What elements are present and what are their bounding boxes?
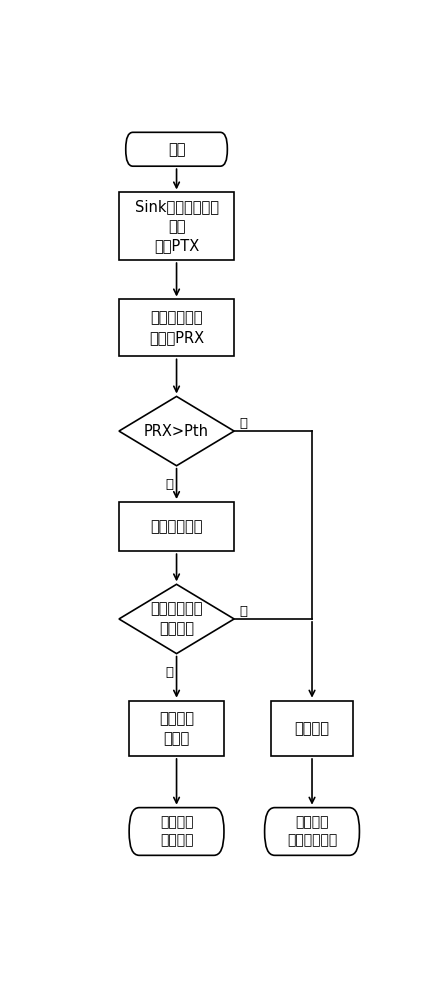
Text: 否: 否 (165, 666, 173, 679)
Bar (129, 701, 224, 756)
Text: 节点接受广播
功率为PRX: 节点接受广播 功率为PRX (149, 310, 204, 345)
Bar (271, 701, 353, 756)
Text: 开始: 开始 (168, 142, 185, 157)
FancyBboxPatch shape (126, 132, 227, 166)
Text: 阶段结束
（簇头）: 阶段结束 （簇头） (160, 815, 193, 848)
FancyBboxPatch shape (129, 808, 224, 855)
Bar (119, 502, 234, 551)
Text: 是: 是 (165, 478, 173, 491)
Text: 是: 是 (239, 605, 247, 618)
Polygon shape (119, 584, 234, 654)
Text: 阶段结束
（普通节点）: 阶段结束 （普通节点） (287, 815, 337, 848)
Polygon shape (119, 396, 234, 466)
Text: 参与竞争簇头: 参与竞争簇头 (150, 519, 203, 534)
Text: 广播自己
为簇头: 广播自己 为簇头 (159, 711, 194, 746)
Text: Sink节点发起路由
广播
功率PTX: Sink节点发起路由 广播 功率PTX (135, 199, 218, 254)
Text: 否: 否 (239, 417, 247, 430)
FancyBboxPatch shape (265, 808, 359, 855)
Text: 是否收到其他
节点广播: 是否收到其他 节点广播 (150, 602, 203, 636)
Text: 退出竞争: 退出竞争 (295, 721, 329, 736)
Bar (119, 299, 234, 356)
Bar (119, 192, 234, 260)
Text: PRX>Pth: PRX>Pth (144, 424, 209, 439)
